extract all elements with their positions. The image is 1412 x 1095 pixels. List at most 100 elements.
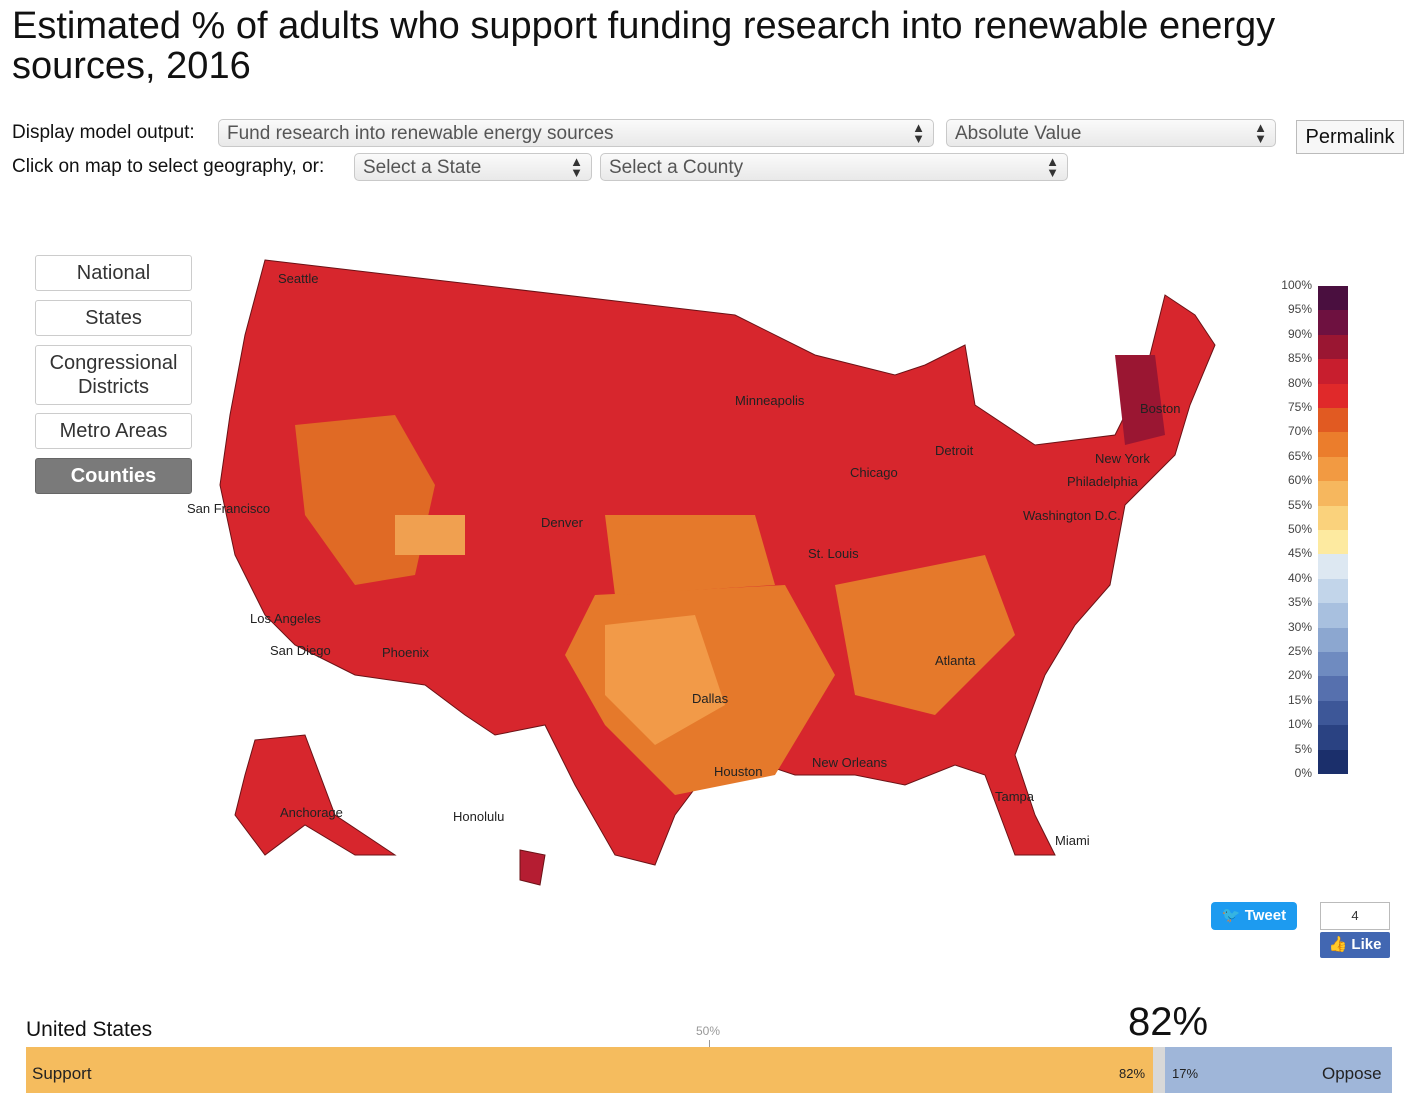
select-arrows-icon: ▲ ▼ xyxy=(1254,120,1267,146)
us-county-map[interactable]: Seattle San Francisco Los Angeles San Di… xyxy=(135,255,1225,895)
county-select-value: Select a County xyxy=(609,157,744,178)
legend-tick-label: 55% xyxy=(1287,497,1312,512)
legend-tick-label: 75% xyxy=(1287,400,1312,414)
legend-tick-label: 0% xyxy=(1294,766,1312,780)
city-label: New York xyxy=(1095,451,1150,466)
city-label: New Orleans xyxy=(812,755,888,770)
model-output-select[interactable]: Fund research into renewable energy sour… xyxy=(218,119,934,147)
legend-tick-label: 95% xyxy=(1287,302,1312,317)
geo-button-congressional-districts[interactable]: Congressional Districts xyxy=(35,345,192,405)
city-label: Honolulu xyxy=(453,809,505,824)
oppose-label: Oppose xyxy=(1322,1064,1382,1083)
tweet-label: Tweet xyxy=(1244,907,1287,924)
map-region-northeast-dark xyxy=(1115,355,1165,445)
select-arrows-icon: ▲ ▼ xyxy=(912,120,925,146)
model-output-value: Fund research into renewable energy sour… xyxy=(227,123,614,144)
legend-tick-label: 35% xyxy=(1287,595,1312,610)
legend-swatch xyxy=(1318,456,1348,482)
city-label: Houston xyxy=(714,764,763,779)
legend-tick-label: 45% xyxy=(1287,546,1312,561)
legend-tick-label: 30% xyxy=(1287,619,1312,634)
legend-tick-label: 50% xyxy=(1287,522,1312,536)
legend-tick-label: 90% xyxy=(1287,326,1312,341)
city-label: Washington D.C. xyxy=(1023,508,1121,523)
permalink-button[interactable]: Permalink xyxy=(1296,120,1404,154)
oppose-bar xyxy=(1165,1047,1392,1093)
legend-swatch xyxy=(1318,310,1348,335)
display-model-label: Display model output: xyxy=(12,122,195,143)
midpoint-line xyxy=(709,1040,710,1048)
midpoint-label: 50% xyxy=(696,1024,721,1038)
legend-tick-label: 10% xyxy=(1287,717,1312,732)
selected-region-name: United States xyxy=(26,1018,153,1041)
like-label: Like xyxy=(1351,936,1382,953)
support-bar xyxy=(26,1047,1153,1093)
legend-swatch xyxy=(1318,505,1348,530)
facebook-like-widget: 4 👍 Like xyxy=(1320,902,1390,958)
legend-swatch xyxy=(1318,334,1348,360)
hawaii-shape[interactable] xyxy=(519,849,546,886)
legend-tick-label: 60% xyxy=(1287,473,1312,488)
state-select[interactable]: Select a State ▲ ▼ xyxy=(354,153,592,181)
like-button[interactable]: 👍 Like xyxy=(1320,932,1390,958)
county-select[interactable]: Select a County ▲ ▼ xyxy=(600,153,1068,181)
legend-tick-label: 65% xyxy=(1287,448,1312,463)
state-select-value: Select a State xyxy=(363,157,482,178)
map-region-texas-light xyxy=(605,615,725,745)
neutral-bar xyxy=(1153,1047,1165,1093)
city-label: Los Angeles xyxy=(250,611,321,626)
legend-swatch xyxy=(1318,554,1348,579)
support-percent-large: 82% xyxy=(1128,1000,1209,1044)
map-region-utah-light xyxy=(395,515,465,555)
thumbs-up-icon: 👍 xyxy=(1328,936,1348,953)
legend-swatch xyxy=(1318,652,1348,677)
color-legend: 100% 95% 90% 85% 80% 75% 70% 65% 60% 55% 50% 45% 40%… xyxy=(1270,278,1360,780)
support-label: Support xyxy=(32,1064,92,1083)
legend-tick-label: 5% xyxy=(1294,741,1312,756)
city-label: Chicago xyxy=(850,465,898,480)
legend-swatch xyxy=(1318,749,1348,774)
select-arrows-icon: ▲ ▼ xyxy=(1046,154,1059,180)
city-label: Detroit xyxy=(935,443,974,458)
legend-swatch xyxy=(1318,383,1348,408)
legend-swatch xyxy=(1318,603,1348,628)
select-arrows-icon: ▲ ▼ xyxy=(570,154,583,180)
city-label: Dallas xyxy=(692,691,729,706)
measure-select[interactable]: Absolute Value ▲ ▼ xyxy=(946,119,1276,147)
city-label: St. Louis xyxy=(808,546,859,561)
legend-tick-label: 15% xyxy=(1287,692,1312,707)
map-region-plains xyxy=(605,515,775,595)
support-percent: 82% xyxy=(1119,1066,1146,1081)
legend-swatch xyxy=(1318,432,1348,457)
legend-swatch xyxy=(1318,627,1348,652)
map-region-southeast xyxy=(835,555,1015,715)
city-label: San Diego xyxy=(270,643,331,658)
like-count: 4 xyxy=(1320,902,1390,930)
twitter-bird-icon: 🐦 xyxy=(1221,907,1241,924)
tweet-button[interactable]: 🐦 Tweet xyxy=(1211,902,1297,930)
geo-button-metro-areas[interactable]: Metro Areas xyxy=(35,413,192,449)
city-label: Tampa xyxy=(995,789,1035,804)
legend-swatch xyxy=(1318,578,1348,604)
legend-tick-label: 70% xyxy=(1287,424,1312,439)
geo-button-national[interactable]: National xyxy=(35,255,192,291)
city-label: Anchorage xyxy=(280,805,343,820)
city-label: Seattle xyxy=(278,271,319,286)
legend-tick-label: 85% xyxy=(1287,351,1312,366)
legend-tick-label: 40% xyxy=(1287,570,1312,585)
legend-swatch xyxy=(1318,700,1348,726)
legend-swatch xyxy=(1318,359,1348,384)
city-label: Minneapolis xyxy=(735,393,805,408)
map-svg[interactable] xyxy=(135,255,1225,895)
city-label: Philadelphia xyxy=(1067,474,1138,489)
geo-select-label: Click on map to select geography, or: xyxy=(12,156,325,177)
alaska-shape[interactable] xyxy=(234,734,397,856)
legend-swatch xyxy=(1318,286,1348,311)
page-title: Estimated % of adults who support fundin… xyxy=(12,5,1276,87)
geo-button-states[interactable]: States xyxy=(35,300,192,336)
legend-swatch xyxy=(1318,725,1348,750)
measure-value: Absolute Value xyxy=(955,123,1082,144)
legend-swatch xyxy=(1318,408,1348,433)
geo-button-counties[interactable]: Counties xyxy=(35,458,192,494)
oppose-percent: 17% xyxy=(1172,1066,1199,1081)
